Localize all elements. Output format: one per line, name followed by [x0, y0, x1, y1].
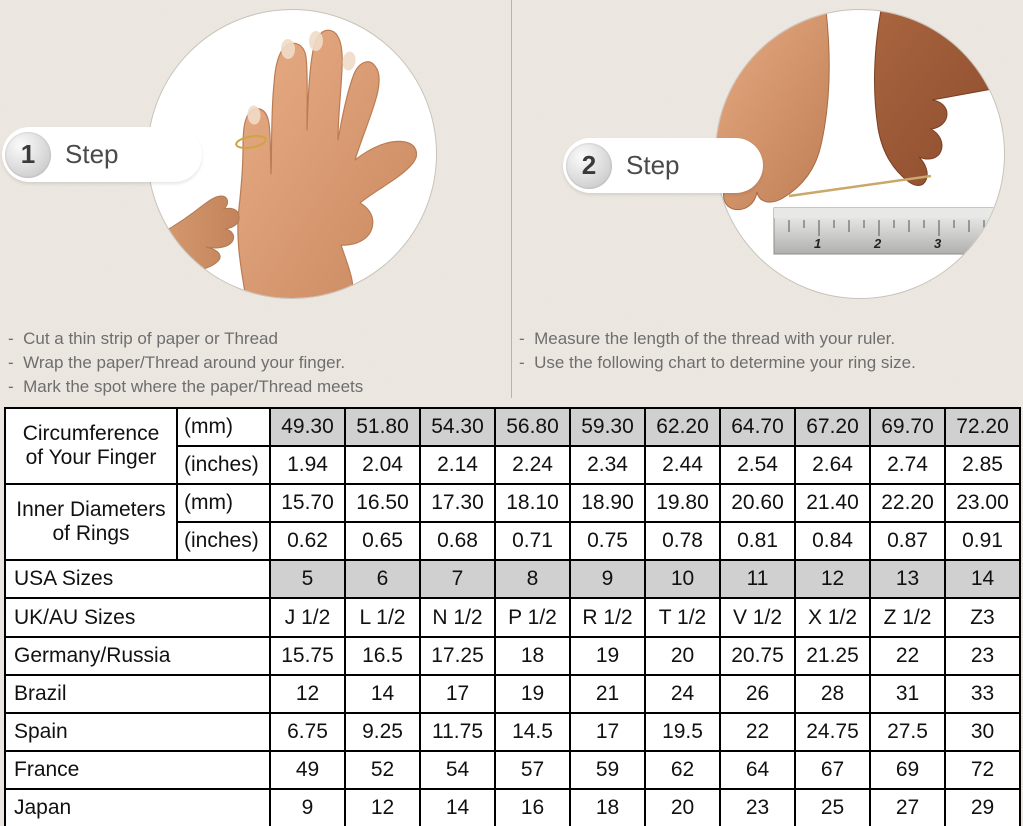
- svg-text:1: 1: [814, 236, 821, 251]
- svg-text:2: 2: [873, 236, 882, 251]
- svg-text:3: 3: [934, 236, 942, 251]
